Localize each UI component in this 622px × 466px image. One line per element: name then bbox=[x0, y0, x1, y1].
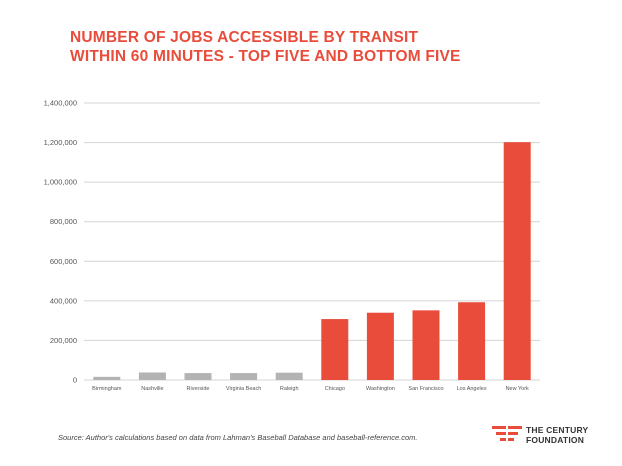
century-foundation-logo: THE CENTURY FOUNDATION bbox=[492, 424, 612, 448]
x-tick-label: Birmingham bbox=[92, 386, 122, 392]
logo-line-1: THE CENTURY bbox=[526, 425, 589, 435]
chart-title-line-2: WITHIN 60 MINUTES - TOP FIVE AND BOTTOM … bbox=[70, 48, 461, 65]
bar-birmingham bbox=[93, 376, 121, 380]
x-tick-label: Washington bbox=[366, 386, 395, 392]
chart-title-line-1: NUMBER OF JOBS ACCESSIBLE BY TRANSIT bbox=[70, 29, 419, 46]
y-tick-label: 0 bbox=[73, 376, 77, 385]
bar-new-york bbox=[503, 142, 531, 380]
x-axis-tick-labels: Birmingham Nashville Riverside Virginia Bea… bbox=[92, 386, 529, 392]
y-tick-label: 1,200,000 bbox=[44, 138, 77, 147]
x-tick-label: Riverside bbox=[187, 386, 210, 392]
x-tick-label: Virginia Beach bbox=[226, 386, 261, 392]
y-tick-label: 200,000 bbox=[50, 336, 77, 345]
x-tick-label: Raleigh bbox=[280, 386, 299, 392]
y-tick-label: 800,000 bbox=[50, 217, 77, 226]
bar-washington bbox=[366, 312, 394, 380]
bar-riverside bbox=[184, 373, 212, 380]
bar-chicago bbox=[321, 319, 349, 380]
x-tick-label: Chicago bbox=[325, 386, 345, 392]
x-tick-label: New York bbox=[506, 386, 529, 392]
x-tick-label: Nashville bbox=[141, 386, 163, 392]
bar-san-francisco bbox=[412, 310, 440, 380]
y-tick-label: 400,000 bbox=[50, 296, 77, 305]
bar-virginia-beach bbox=[230, 373, 258, 380]
y-axis-tick-labels: 0 200,000 400,000 600,000 800,000 1,000,000 1,… bbox=[44, 99, 77, 385]
bar-nashville bbox=[138, 372, 166, 380]
bars bbox=[93, 142, 531, 380]
logo-line-2: FOUNDATION bbox=[526, 435, 585, 445]
y-tick-label: 600,000 bbox=[50, 257, 77, 266]
y-tick-label: 1,000,000 bbox=[44, 178, 77, 187]
foundation-logo-icon bbox=[492, 426, 522, 441]
x-tick-label: San Francisco bbox=[408, 386, 443, 392]
chart-title: NUMBER OF JOBS ACCESSIBLE BY TRANSIT WIT… bbox=[70, 28, 590, 66]
bar-raleigh bbox=[275, 372, 303, 380]
x-tick-label: Los Angeles bbox=[457, 386, 487, 392]
source-note: Source: Author's calculations based on d… bbox=[58, 433, 418, 442]
bar-los-angeles bbox=[458, 302, 486, 380]
y-tick-label: 1,400,000 bbox=[44, 99, 77, 108]
